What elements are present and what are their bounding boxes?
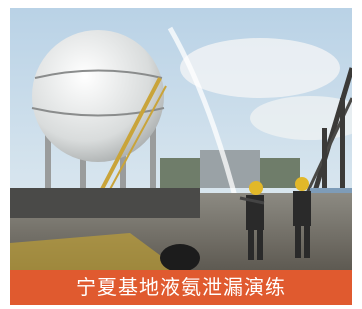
cloud	[180, 38, 340, 98]
news-card: 宁夏基地液氨泄漏演练	[10, 8, 352, 305]
fence	[10, 188, 200, 218]
caption: 宁夏基地液氨泄漏演练	[10, 270, 352, 305]
photo	[10, 8, 352, 270]
page: {"caption": "宁夏基地液氨泄漏演练"}	[0, 0, 362, 309]
